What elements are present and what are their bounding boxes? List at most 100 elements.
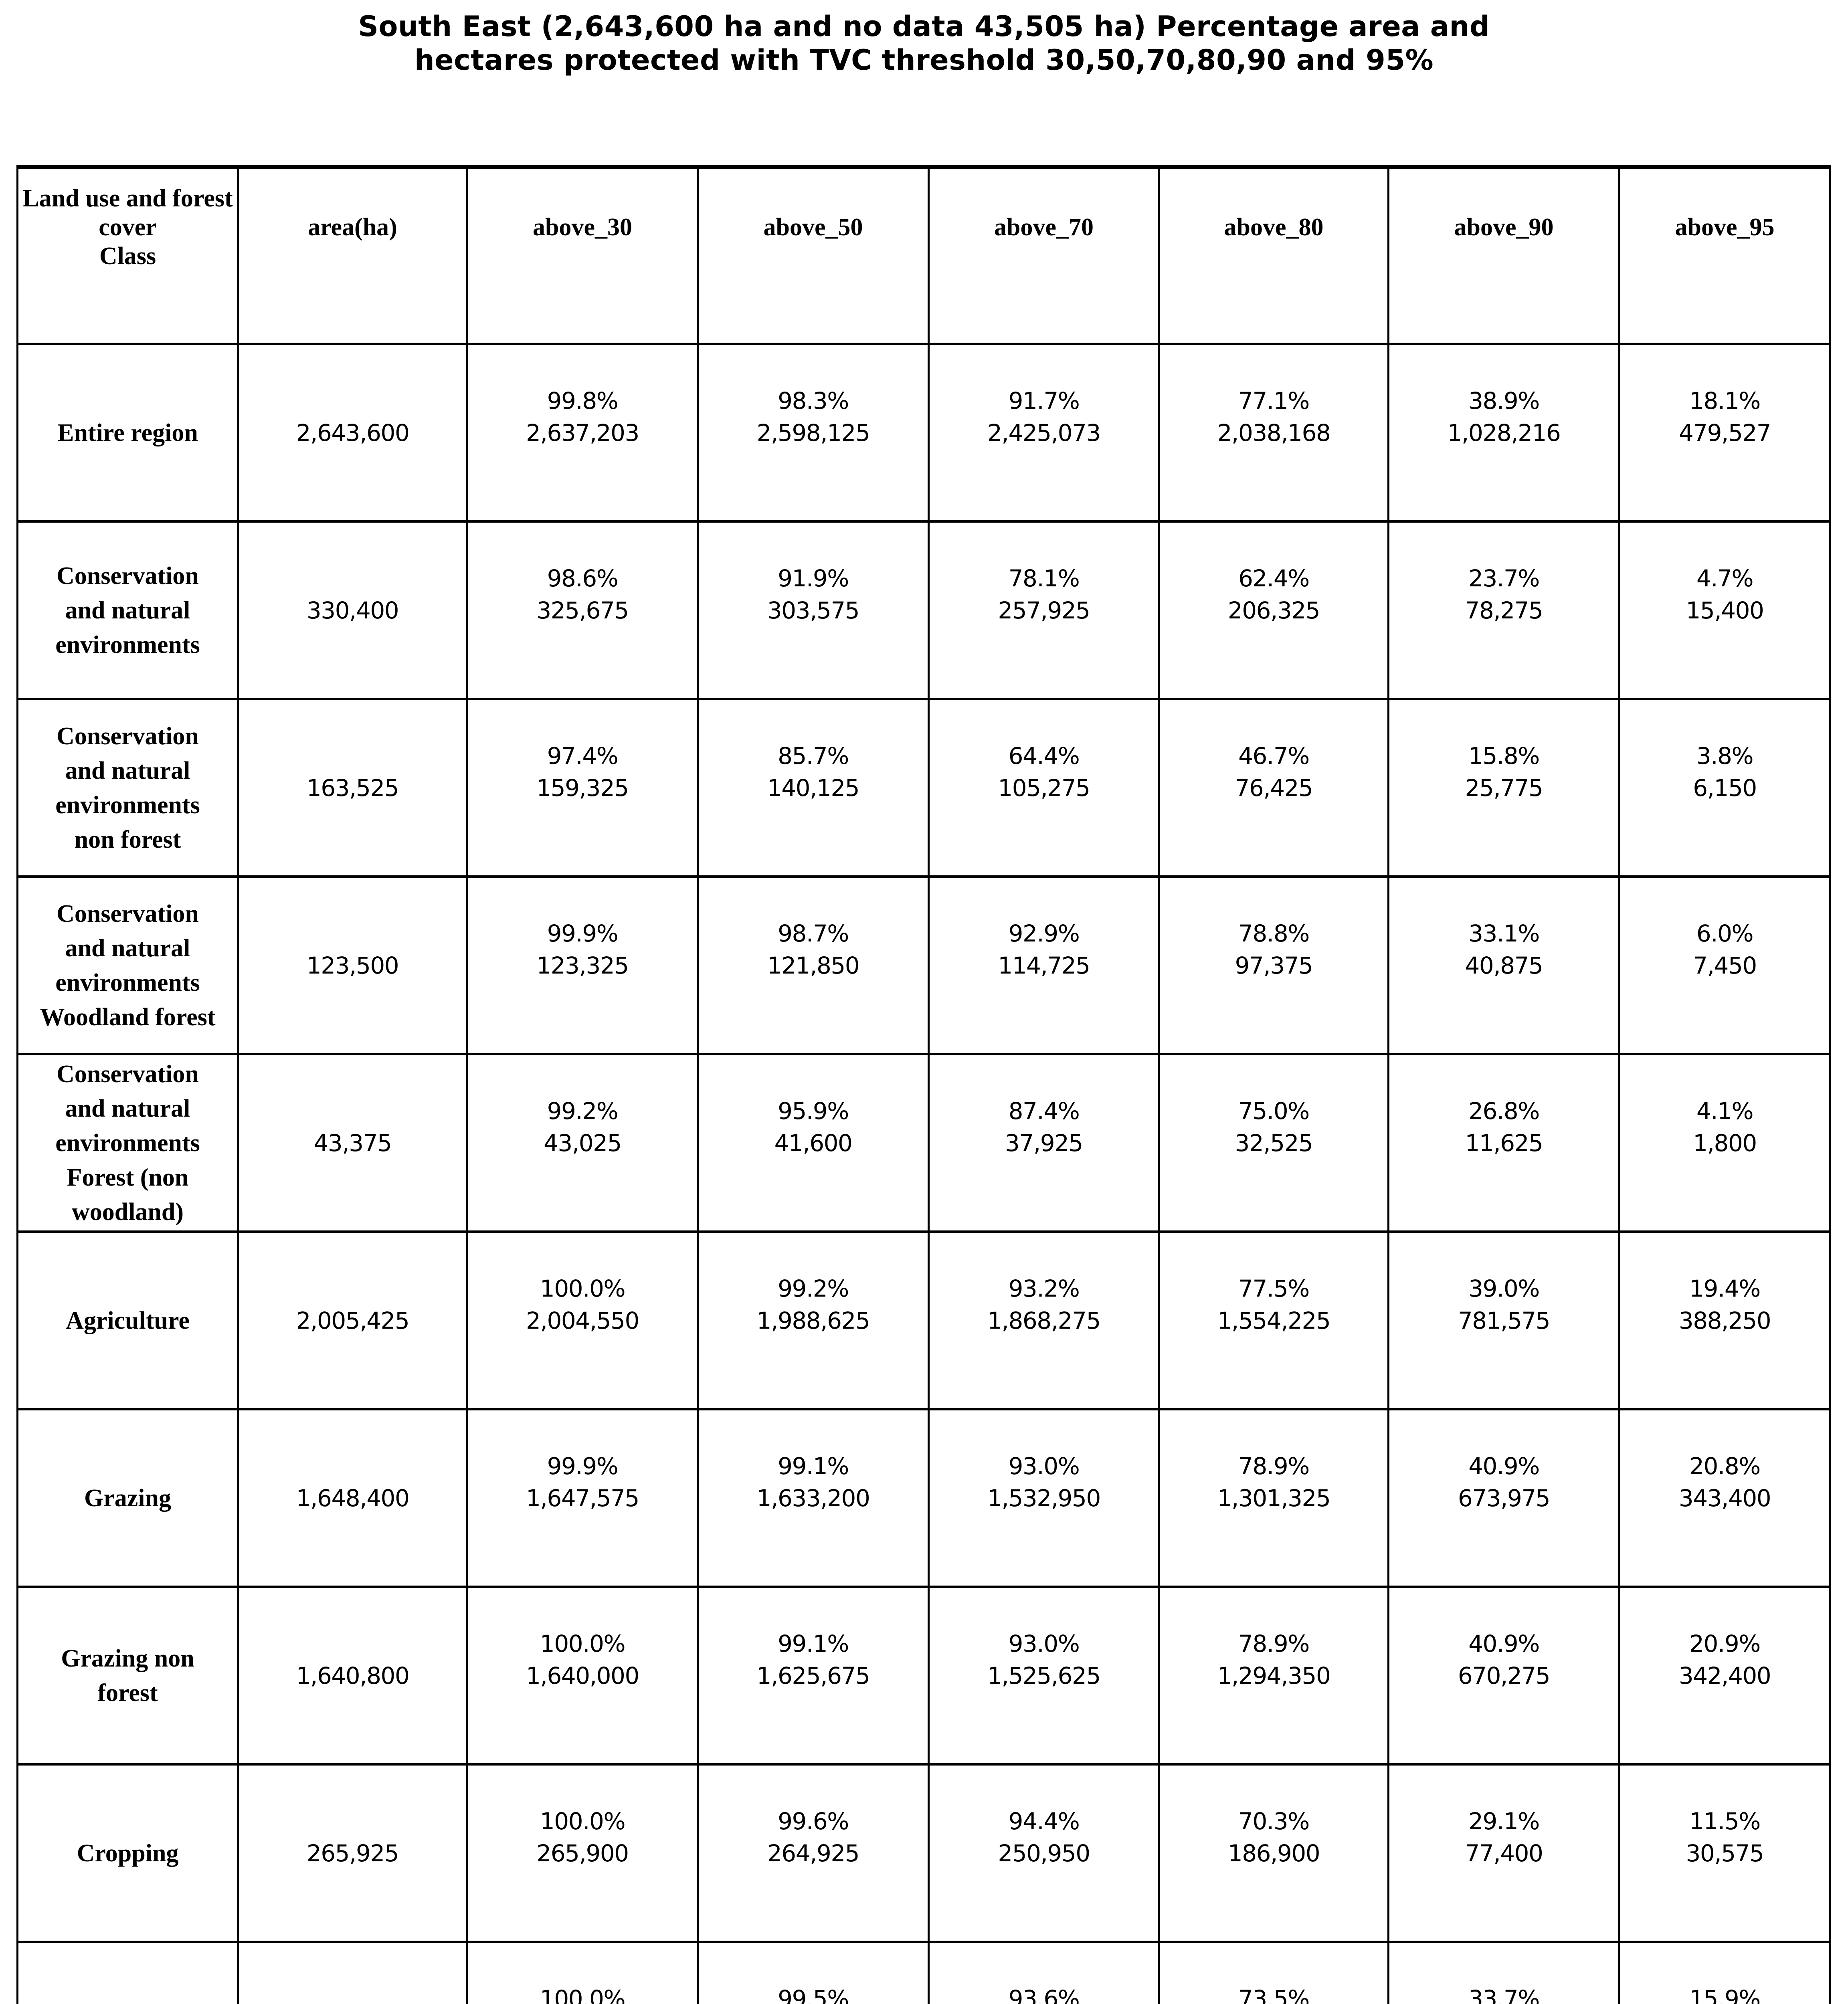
page-title-line1: South East (2,643,600 ha and no data 43,… — [358, 10, 1490, 43]
value-block: 99.2% 1,988,625 — [757, 1273, 870, 1337]
cell-above-30: 100.0% 2,004,550 — [468, 1233, 699, 1410]
value-percent: 94.4% — [1008, 1807, 1080, 1835]
value-percent: 40.9% — [1468, 1452, 1540, 1480]
value-block: 77.1% 2,038,168 — [1217, 385, 1331, 449]
value-percent: 97.4% — [547, 742, 619, 770]
value-percent: 99.9% — [547, 1452, 619, 1480]
value-percent: 99.9% — [547, 919, 619, 947]
value-hectares: 2,637,203 — [526, 419, 639, 446]
row-area-ha: 2,643,600 — [239, 345, 468, 523]
value-block: 100.0% 2,004,550 — [526, 1273, 639, 1337]
cell-above-50: 99.1% 1,633,200 — [699, 1410, 930, 1588]
value-block: 87.4% 37,925 — [1005, 1095, 1083, 1159]
value-percent: 99.5% — [778, 1985, 849, 2004]
value-block: 26.8% 11,625 — [1465, 1095, 1543, 1159]
cell-above-70: 87.4% 37,925 — [930, 1055, 1160, 1233]
value-block: 99.2% 43,025 — [544, 1095, 622, 1159]
value-percent: 93.2% — [1008, 1275, 1080, 1302]
value-percent: 91.7% — [1008, 387, 1080, 414]
row-area-ha: 89,550 — [239, 1943, 468, 2004]
value-hectares: 303,575 — [767, 596, 860, 624]
value-hectares: 1,625,675 — [756, 1662, 870, 1689]
cell-above-80: 77.1% 2,038,168 — [1160, 345, 1389, 523]
cell-above-95: 19.4% 388,250 — [1620, 1233, 1831, 1410]
value-hectares: 7,450 — [1693, 951, 1757, 979]
value-percent: 4.1% — [1696, 1097, 1754, 1125]
cell-above-50: 98.3% 2,598,125 — [699, 345, 930, 523]
value-hectares: 388,250 — [1678, 1307, 1771, 1334]
header-above-80: above_80 — [1160, 165, 1389, 345]
value-hectares: 41,600 — [774, 1129, 853, 1157]
row-area-ha: 330,400 — [239, 523, 468, 700]
cell-above-70: 92.9% 114,725 — [930, 878, 1160, 1055]
value-percent: 99.1% — [778, 1630, 849, 1657]
value-percent: 99.6% — [778, 1807, 849, 1835]
cell-above-90: 39.0% 781,575 — [1389, 1233, 1620, 1410]
value-percent: 100.0% — [540, 1807, 626, 1835]
value-block: 98.6% 325,675 — [536, 562, 629, 626]
value-hectares: 78,275 — [1465, 596, 1543, 624]
cell-above-30: 99.8% 2,637,203 — [468, 345, 699, 523]
value-hectares: 1,988,625 — [756, 1307, 870, 1334]
cell-above-90: 38.9% 1,028,216 — [1389, 345, 1620, 523]
value-percent: 100.0% — [540, 1275, 626, 1302]
value-block: 100.0% 1,640,000 — [526, 1628, 639, 1692]
value-percent: 99.1% — [778, 1452, 849, 1480]
value-block: 98.3% 2,598,125 — [757, 385, 870, 449]
cell-above-80: 70.3% 186,900 — [1160, 1766, 1389, 1943]
value-hectares: 343,400 — [1678, 1484, 1771, 1512]
value-hectares: 105,275 — [998, 774, 1090, 802]
row-area-ha: 163,525 — [239, 700, 468, 878]
value-hectares: 1,532,950 — [987, 1484, 1101, 1512]
row-label: Grazing — [16, 1410, 239, 1588]
value-percent: 18.1% — [1689, 387, 1761, 414]
value-block: 100.0%89,525 — [540, 1983, 626, 2004]
value-hectares: 1,294,350 — [1217, 1662, 1331, 1689]
value-block: 92.9% 114,725 — [998, 917, 1090, 982]
value-block: 70.3% 186,900 — [1228, 1805, 1320, 1869]
value-hectares: 250,950 — [998, 1839, 1090, 1867]
value-block: 85.7% 140,125 — [767, 740, 860, 804]
value-block: 78.9% 1,294,350 — [1217, 1628, 1331, 1692]
value-percent: 19.4% — [1689, 1275, 1761, 1302]
value-hectares: 1,633,200 — [756, 1484, 870, 1512]
cell-above-80: 78.9% 1,294,350 — [1160, 1588, 1389, 1766]
cell-above-95: 3.8% 6,150 — [1620, 700, 1831, 878]
row-label: Conservation and natural environments no… — [16, 700, 239, 878]
value-percent: 15.9% — [1689, 1985, 1761, 2004]
value-percent: 38.9% — [1468, 387, 1540, 414]
value-percent: 75.0% — [1238, 1097, 1310, 1125]
cell-above-80: 75.0% 32,525 — [1160, 1055, 1389, 1233]
value-percent: 4.7% — [1696, 564, 1754, 592]
value-block: 4.1% 1,800 — [1693, 1095, 1757, 1159]
value-percent: 87.4% — [1008, 1097, 1080, 1125]
value-hectares: 140,125 — [767, 774, 860, 802]
value-block: 100.0% 265,900 — [536, 1805, 629, 1869]
value-block: 29.1% 77,400 — [1465, 1805, 1543, 1869]
value-percent: 29.1% — [1468, 1807, 1540, 1835]
value-block: 99.5%89,125 — [774, 1983, 852, 2004]
value-percent: 77.1% — [1238, 387, 1310, 414]
value-hectares: 40,875 — [1465, 951, 1543, 979]
value-hectares: 2,038,168 — [1217, 419, 1331, 446]
value-hectares: 1,640,000 — [526, 1662, 639, 1689]
cell-above-70: 78.1% 257,925 — [930, 523, 1160, 700]
cell-above-90: 29.1% 77,400 — [1389, 1766, 1620, 1943]
cell-above-95: 4.1% 1,800 — [1620, 1055, 1831, 1233]
value-hectares: 1,301,325 — [1217, 1484, 1331, 1512]
value-percent: 6.0% — [1696, 919, 1754, 947]
cell-above-70: 94.4% 250,950 — [930, 1766, 1160, 1943]
header-landuse-class: Land use and forest cover Class — [16, 165, 239, 345]
value-percent: 20.9% — [1689, 1630, 1761, 1657]
cell-above-90: 23.7% 78,275 — [1389, 523, 1620, 700]
value-block: 19.4% 388,250 — [1679, 1273, 1771, 1337]
cell-above-30: 97.4% 159,325 — [468, 700, 699, 878]
header-above-95: above_95 — [1620, 165, 1831, 345]
value-hectares: 325,675 — [536, 596, 629, 624]
row-label: Cropping — [16, 1766, 239, 1943]
value-block: 64.4% 105,275 — [998, 740, 1090, 804]
value-hectares: 479,527 — [1678, 419, 1771, 446]
cell-above-95: 11.5% 30,575 — [1620, 1766, 1831, 1943]
header-area-ha: area(ha) — [239, 165, 468, 345]
value-hectares: 77,400 — [1465, 1839, 1543, 1867]
